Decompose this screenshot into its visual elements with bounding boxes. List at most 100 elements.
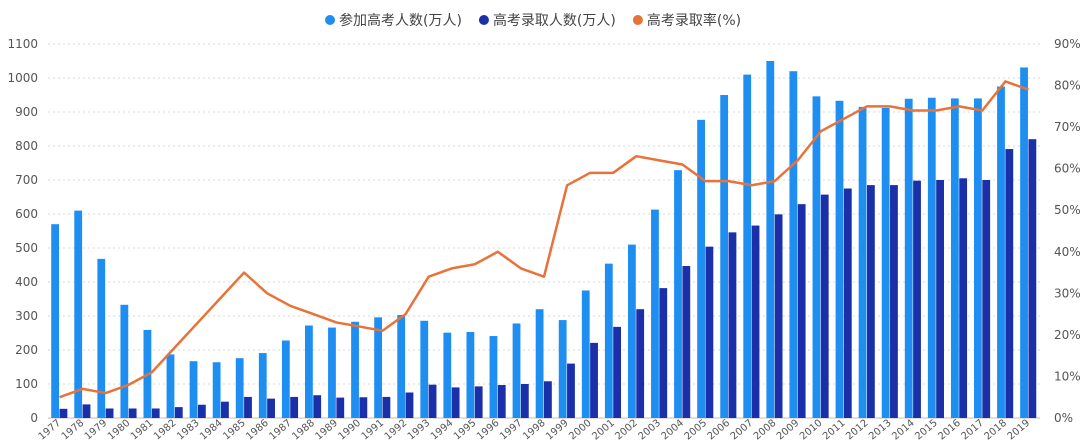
x-tick-label: 2012 (844, 418, 871, 443)
x-tick-label: 2005 (683, 418, 710, 443)
x-tick-label: 1986 (244, 418, 271, 443)
bar-admitted (728, 232, 737, 418)
y2-tick-label: 90% (1054, 37, 1080, 51)
bar-admitted (843, 188, 852, 418)
bar-applicants (766, 61, 775, 418)
bar-applicants (604, 263, 613, 418)
x-tick-label: 1995 (452, 418, 479, 443)
y2-tick-label: 40% (1054, 245, 1080, 259)
bar-applicants (697, 119, 705, 418)
x-tick-label: 2016 (936, 418, 963, 443)
bar-applicants (581, 290, 590, 418)
x-tick-label: 2019 (1006, 418, 1033, 443)
bar-admitted (267, 398, 275, 418)
bar-applicants (397, 314, 406, 418)
bar-admitted (613, 326, 622, 418)
bar-applicants (166, 354, 175, 418)
y2-tick-label: 30% (1054, 286, 1080, 300)
bar-applicants (927, 97, 936, 418)
bar-admitted (1028, 139, 1037, 418)
x-tick-label: 2010 (798, 418, 825, 443)
x-tick-label: 2014 (890, 418, 917, 443)
bar-applicants (950, 98, 959, 419)
x-tick-label: 1994 (429, 418, 456, 443)
bar-applicants (720, 95, 729, 418)
x-tick-label: 1993 (406, 418, 433, 443)
bar-applicants (212, 362, 221, 418)
bar-applicants (881, 107, 890, 419)
bar-admitted (82, 404, 91, 418)
bar-applicants (858, 106, 867, 419)
bar-admitted (313, 395, 322, 418)
legend-label: 高考录取率(%) (647, 12, 741, 29)
bar-applicants (651, 209, 659, 418)
bar-applicants (627, 244, 636, 418)
bar-applicants (374, 317, 383, 418)
bar-applicants (328, 327, 336, 418)
bar-applicants (351, 321, 359, 418)
bar-applicants (489, 336, 498, 418)
bar-applicants (558, 320, 567, 418)
x-tick-label: 1988 (290, 418, 317, 443)
bar-applicants (535, 309, 544, 418)
bar-admitted (820, 194, 829, 418)
bar-admitted (567, 363, 575, 418)
bar-admitted (359, 397, 368, 418)
bar-admitted (497, 385, 506, 418)
bar-admitted (751, 225, 760, 418)
bar-applicants (512, 323, 521, 418)
y2-tick-label: 10% (1054, 369, 1080, 383)
y-tick-label: 700 (15, 173, 38, 187)
bar-applicants (812, 96, 821, 419)
y2-tick-label: 50% (1054, 203, 1080, 217)
bar-admitted (428, 384, 437, 418)
bar-admitted (890, 185, 898, 418)
bar-admitted (982, 180, 991, 418)
bar-admitted (590, 342, 598, 418)
y-tick-label: 500 (15, 241, 38, 255)
x-tick-label: 1989 (313, 418, 340, 443)
legend-label: 高考录取人数(万人) (493, 12, 616, 29)
x-tick-label: 2006 (706, 418, 733, 443)
x-tick-label: 2013 (867, 418, 894, 443)
x-tick-label: 2015 (913, 418, 940, 443)
y2-tick-label: 60% (1054, 162, 1080, 176)
bar-admitted (936, 180, 944, 418)
x-tick-label: 2008 (752, 418, 779, 443)
x-tick-label: 1981 (129, 418, 156, 443)
bar-admitted (797, 204, 806, 418)
bar-applicants (835, 100, 844, 418)
bar-applicants (235, 358, 244, 418)
y-tick-label: 200 (15, 343, 38, 357)
y2-tick-label: 80% (1054, 79, 1080, 93)
y-tick-label: 100 (15, 377, 38, 391)
x-tick-label: 1978 (60, 418, 87, 443)
bar-admitted (59, 408, 68, 418)
bar-admitted (290, 396, 299, 418)
bar-applicants (674, 170, 682, 418)
bar-applicants (51, 224, 60, 418)
bar-applicants (443, 332, 452, 418)
bar-applicants (1020, 67, 1028, 419)
bar-admitted (382, 396, 391, 418)
bar-admitted (705, 246, 714, 418)
y-tick-label: 600 (15, 207, 38, 221)
bar-admitted (174, 407, 183, 418)
x-tick-label: 2000 (567, 418, 594, 443)
x-tick-label: 2001 (590, 418, 617, 443)
x-tick-label: 1997 (498, 418, 525, 443)
bar-applicants (97, 258, 106, 418)
y-tick-label: 300 (15, 309, 38, 323)
bar-admitted (128, 408, 137, 418)
y2-tick-label: 70% (1054, 120, 1080, 134)
x-tick-label: 1992 (383, 418, 410, 443)
y2-tick-label: 0% (1054, 411, 1073, 425)
x-tick-label: 1985 (221, 418, 248, 443)
bar-admitted (151, 408, 160, 418)
bar-applicants (189, 361, 198, 418)
bar-admitted (866, 185, 875, 418)
bar-admitted (244, 396, 252, 418)
bar-applicants (304, 325, 313, 418)
bar-applicants (281, 340, 290, 418)
